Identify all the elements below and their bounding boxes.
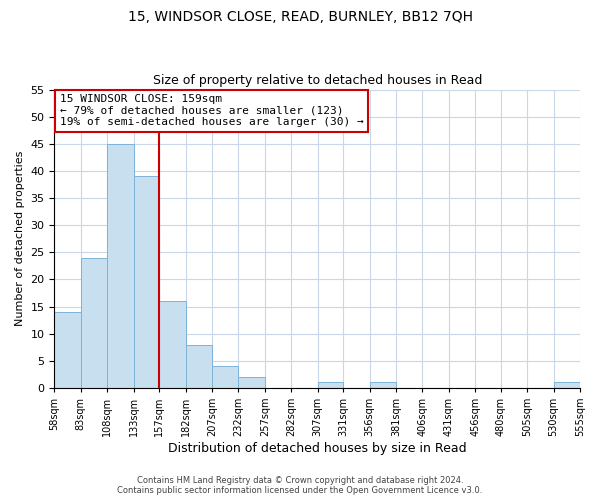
Bar [134, 176, 159, 388]
Y-axis label: Number of detached properties: Number of detached properties [15, 151, 25, 326]
Bar [185, 344, 212, 388]
Bar [370, 382, 396, 388]
Text: 15 WINDSOR CLOSE: 159sqm
← 79% of detached houses are smaller (123)
19% of semi-: 15 WINDSOR CLOSE: 159sqm ← 79% of detach… [59, 94, 364, 127]
Bar [212, 366, 238, 388]
Bar [238, 377, 265, 388]
Bar [159, 301, 185, 388]
Bar [55, 312, 81, 388]
Bar [554, 382, 580, 388]
X-axis label: Distribution of detached houses by size in Read: Distribution of detached houses by size … [168, 442, 467, 455]
Title: Size of property relative to detached houses in Read: Size of property relative to detached ho… [152, 74, 482, 87]
Text: 15, WINDSOR CLOSE, READ, BURNLEY, BB12 7QH: 15, WINDSOR CLOSE, READ, BURNLEY, BB12 7… [128, 10, 473, 24]
Bar [81, 258, 107, 388]
Text: Contains HM Land Registry data © Crown copyright and database right 2024.
Contai: Contains HM Land Registry data © Crown c… [118, 476, 482, 495]
Bar [107, 144, 134, 388]
Bar [318, 382, 343, 388]
